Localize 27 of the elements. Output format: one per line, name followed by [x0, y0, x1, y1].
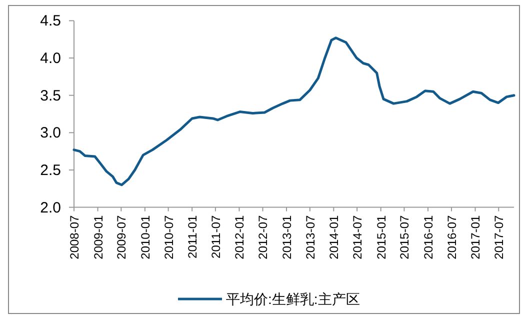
x-tick-label: 2016-07	[444, 214, 459, 260]
x-tick-label: 2011-01	[186, 214, 200, 258]
x-tick-label: 2009-01	[91, 214, 106, 260]
x-tick-label: 2008-07	[68, 214, 82, 260]
x-tick-label: 2009-07	[114, 214, 129, 260]
x-tick-label: 2014-07	[350, 214, 365, 260]
y-tick-label: 3.5	[40, 87, 61, 104]
x-tick-label: 2013-01	[280, 214, 294, 260]
y-tick-label: 4.0	[40, 50, 61, 68]
x-tick-label: 2012-07	[256, 214, 270, 260]
x-tick-label: 2011-07	[208, 214, 223, 258]
y-tick-label: 3.0	[40, 124, 61, 142]
y-tick-label: 2.5	[40, 162, 61, 179]
x-tick-label: 2017-01	[468, 214, 483, 260]
x-tick-label: 2012-01	[232, 214, 247, 260]
y-tick-label: 2.0	[40, 199, 61, 216]
line-series	[72, 36, 516, 186]
x-tick-label: 2014-01	[327, 214, 342, 260]
x-tick-label: 2016-01	[421, 214, 436, 260]
x-tick-label: 2013-07	[303, 214, 318, 260]
x-tick-label: 2010-07	[162, 214, 176, 260]
x-tick-label: 2017-07	[492, 214, 506, 260]
y-tick-label: 4.5	[40, 12, 61, 30]
legend-label: 平均价:生鲜乳:主产区	[226, 291, 360, 307]
x-tick-label: 2015-07	[398, 214, 412, 260]
x-tick-label: 2015-01	[374, 214, 388, 260]
x-tick-label: 2010-01	[138, 214, 152, 260]
